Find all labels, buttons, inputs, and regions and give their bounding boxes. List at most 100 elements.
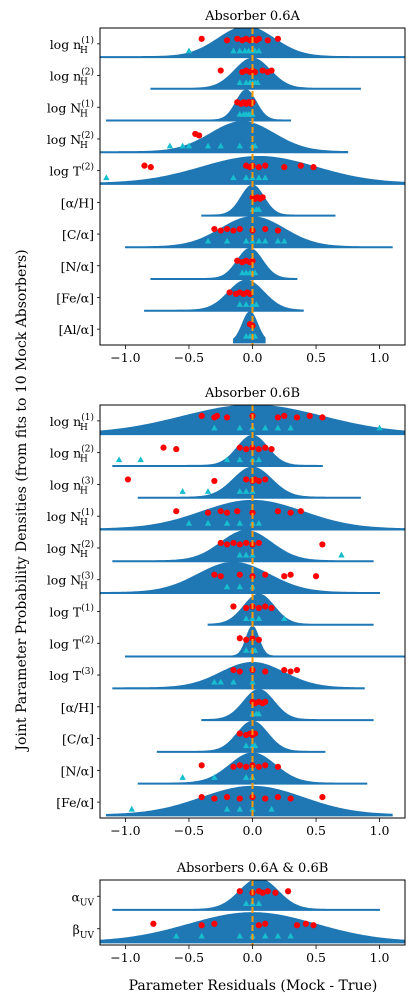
true-value-point: [223, 237, 231, 244]
mock-fit-point: [262, 668, 269, 675]
x-tick-label: 1.0: [370, 950, 390, 965]
mock-fit-point: [217, 539, 224, 547]
mock-fit-point: [249, 635, 256, 642]
mock-fit-point: [124, 476, 132, 483]
row-label-sup: (1): [81, 507, 94, 518]
true-value-point: [242, 174, 250, 181]
true-value-point: [242, 237, 250, 244]
true-value-point: [236, 932, 243, 939]
true-value-point: [249, 678, 256, 685]
row-label-sub: H: [80, 550, 88, 560]
mock-fit-point: [319, 414, 326, 421]
violin-row: [105, 785, 393, 817]
violin-row: [125, 625, 405, 658]
true-value-point: [255, 900, 263, 906]
true-value-point: [236, 519, 243, 526]
row-label-main: log N: [47, 573, 81, 588]
true-value-point: [204, 142, 212, 149]
x-tick-label: −0.5: [174, 350, 204, 365]
true-value-point: [185, 142, 193, 149]
mock-fit-point: [236, 762, 243, 769]
mock-fit-point: [243, 539, 250, 547]
row-label-sub: H: [80, 455, 88, 465]
panel-plot-area: [100, 28, 405, 345]
row-label-sup: (2): [81, 130, 94, 141]
mock-fit-point: [249, 444, 256, 451]
mock-fit-point: [287, 509, 294, 516]
mock-fit-point: [204, 509, 212, 516]
true-value-point: [103, 174, 110, 181]
row-label: [C/α]: [62, 732, 94, 747]
mock-fit-point: [281, 573, 288, 580]
mock-fit-point: [255, 604, 262, 612]
row-label: log T(1): [49, 603, 94, 620]
row-label-main: log n: [50, 446, 82, 461]
true-value-point: [204, 488, 212, 494]
true-value-point: [281, 615, 288, 621]
density-shape: [100, 155, 405, 185]
true-value-point: [287, 424, 294, 431]
x-tick-label: 0.5: [306, 823, 326, 838]
mock-fit-point: [234, 508, 241, 515]
violin-row: [105, 89, 292, 122]
mock-fit-point: [141, 162, 148, 169]
mock-fit-point: [236, 888, 243, 895]
true-value-point: [236, 551, 243, 558]
mock-fit-point: [223, 794, 231, 801]
mock-fit-point: [262, 444, 269, 451]
mock-fit-point: [217, 573, 224, 580]
mock-fit-point: [262, 698, 269, 705]
density-shape: [105, 89, 292, 122]
mock-fit-point: [211, 477, 218, 485]
true-value-point: [242, 488, 250, 494]
mock-fit-point: [173, 508, 180, 515]
mock-fit-point: [236, 571, 243, 578]
row-label: [α/H]: [61, 700, 94, 715]
mock-fit-point: [259, 194, 266, 201]
mock-fit-point: [255, 35, 262, 42]
violin-row: [233, 311, 266, 344]
mock-fit-point: [243, 476, 250, 483]
mock-fit-point: [287, 795, 294, 802]
mock-fit-point: [319, 794, 326, 801]
row-label: βUV: [73, 922, 95, 941]
row-label-main: log N: [47, 100, 81, 115]
row-label: log T(3): [49, 666, 94, 683]
mock-fit-point: [259, 889, 266, 896]
row-label-main: log T: [49, 164, 81, 179]
figure-ylabel: Joint Parameter Probability Densities (f…: [14, 249, 30, 752]
mock-fit-point: [297, 508, 304, 515]
true-value-point: [230, 174, 237, 181]
true-value-point: [255, 615, 263, 621]
mock-fit-point: [249, 257, 256, 264]
row-label-sup: (3): [81, 475, 94, 486]
mock-fit-point: [264, 888, 271, 895]
true-value-point: [338, 551, 345, 558]
mock-fit-point: [259, 67, 266, 74]
mock-fit-point: [236, 225, 243, 233]
violin-row: [100, 121, 349, 154]
mock-fit-point: [198, 922, 205, 929]
true-value-point: [185, 519, 193, 526]
density-shape: [112, 434, 323, 467]
row-label: log N(1) H: [47, 98, 94, 119]
mock-fit-point: [211, 795, 218, 802]
mock-fit-point: [211, 571, 218, 578]
true-value-point: [179, 142, 186, 149]
mock-fit-point: [223, 414, 231, 421]
row-label-main: log N: [47, 541, 81, 556]
mock-fit-point: [268, 446, 275, 453]
mock-fit-point: [268, 604, 275, 612]
density-shape: [144, 279, 304, 312]
true-value-point: [211, 678, 218, 685]
mock-fit-point: [310, 164, 317, 171]
true-value-point: [179, 488, 186, 494]
true-value-point: [211, 774, 218, 780]
row-label: log N(2) H: [47, 130, 94, 151]
density-shape: [201, 688, 374, 722]
mock-fit-point: [236, 541, 243, 548]
mock-fit-point: [287, 571, 294, 578]
true-value-point: [236, 47, 243, 54]
figure-xlabel: Parameter Residuals (Mock - True): [129, 978, 378, 994]
